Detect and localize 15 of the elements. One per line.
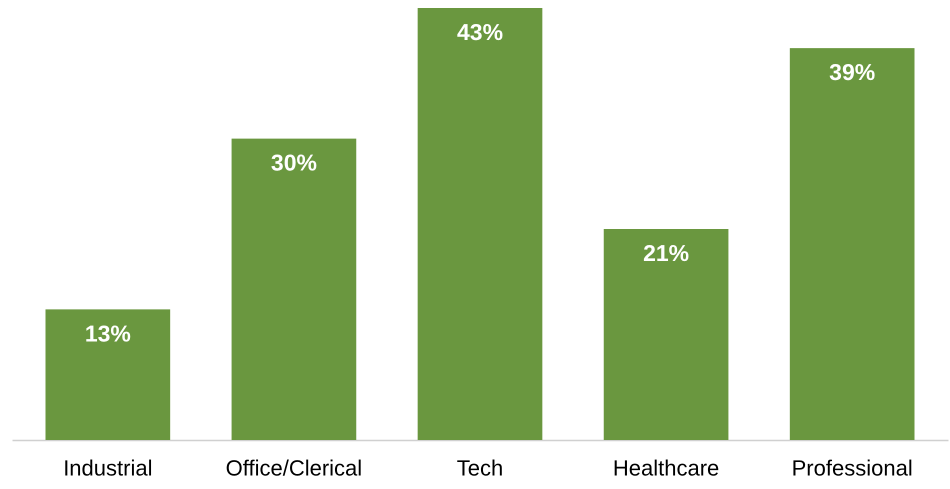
data-label: 30% xyxy=(270,150,317,176)
bar xyxy=(418,8,542,440)
x-tick-label: Professional xyxy=(792,456,913,480)
x-tick-label: Office/Clerical xyxy=(226,456,362,480)
data-label: 13% xyxy=(84,320,131,346)
bar xyxy=(45,309,170,440)
data-label: 43% xyxy=(456,19,504,45)
data-label: 39% xyxy=(829,59,876,86)
x-tick-label: Industrial xyxy=(63,456,152,480)
bar xyxy=(232,138,356,440)
data-label: 21% xyxy=(643,240,690,266)
bar xyxy=(790,48,915,440)
x-tick-label: Tech xyxy=(456,456,504,480)
bar xyxy=(604,229,728,440)
x-tick-label: Healthcare xyxy=(612,456,720,480)
